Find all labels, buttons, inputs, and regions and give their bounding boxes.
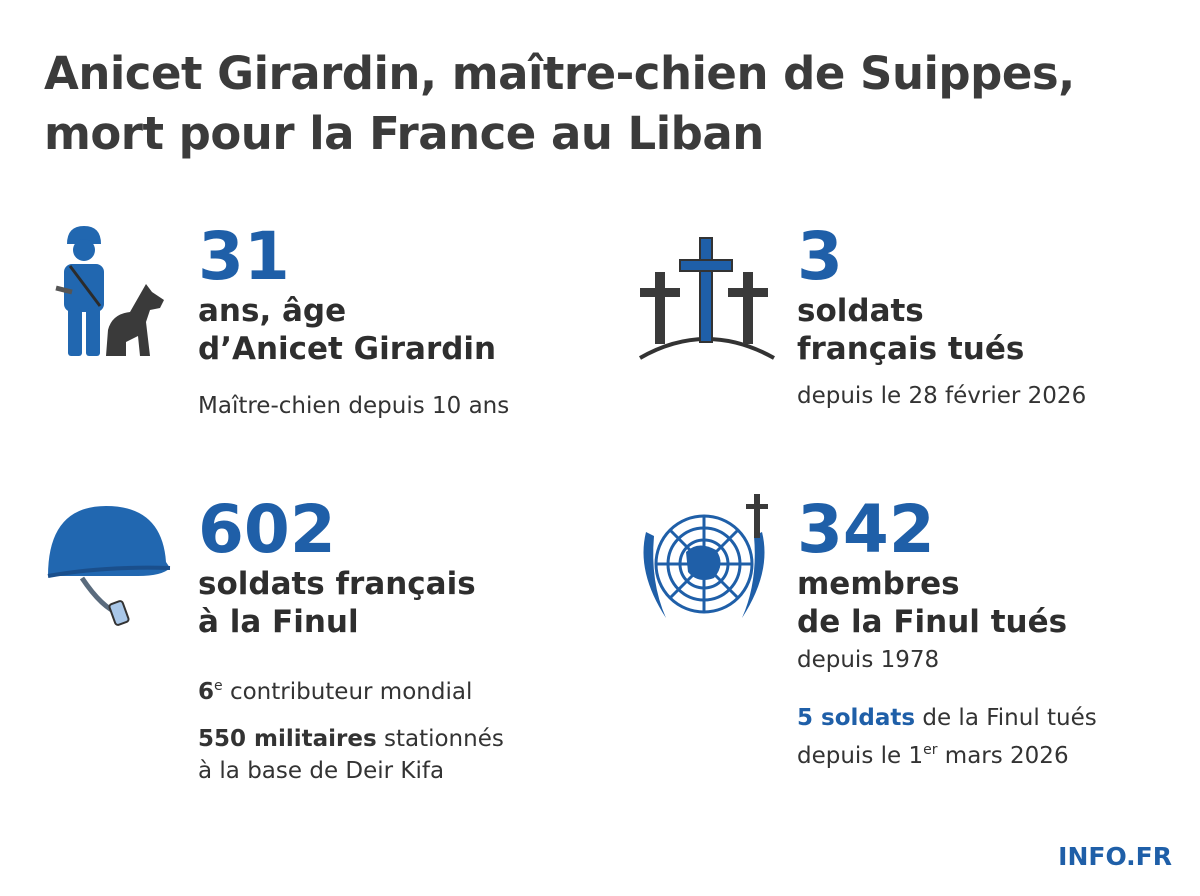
note-text: depuis le 1 bbox=[797, 743, 924, 769]
soldier-dog-icon bbox=[55, 226, 164, 356]
stat-block: 3 soldats français tués depuis le 28 févrie… bbox=[797, 222, 1086, 412]
note-text: stationnés bbox=[376, 726, 504, 752]
note-text: 550 militaires bbox=[198, 726, 377, 752]
note-text: de la Finul tués bbox=[915, 705, 1097, 731]
note-text: depuis 1978 bbox=[797, 647, 940, 673]
note-text: er bbox=[923, 742, 938, 758]
stat-label: d’Anicet Girardin bbox=[198, 331, 497, 367]
un-emblem-icon bbox=[643, 494, 768, 618]
crosses-icon bbox=[639, 237, 775, 360]
note-text: depuis le 28 février 2026 bbox=[797, 383, 1087, 409]
stat-label: français tués bbox=[797, 331, 1025, 367]
stat-block: 31 ans, âge d’Anicet Girardin Maître-chien … bbox=[198, 222, 509, 422]
stat-block: 602 soldats français à la Finul 6e contribu… bbox=[198, 495, 504, 787]
note-line: 6e contributeur mondial bbox=[198, 670, 504, 708]
stat-note: Maître-chien depuis 10 ans bbox=[198, 390, 509, 422]
note-text: e bbox=[214, 678, 223, 694]
stat-number: 31 bbox=[198, 218, 290, 295]
stat-label: à la Finul bbox=[198, 604, 359, 640]
stat-label: membres bbox=[797, 566, 960, 602]
title-line: mort pour la France au Liban bbox=[44, 107, 764, 160]
note-line: Maître-chien depuis 10 ans bbox=[198, 390, 509, 422]
stat-label: soldats français bbox=[198, 566, 476, 602]
note-line: depuis le 1er mars 2026 bbox=[797, 734, 1097, 772]
stat-label: ans, âge bbox=[198, 293, 347, 329]
note-line: à la base de Deir Kifa bbox=[198, 755, 504, 787]
note-text: Maître-chien depuis 10 ans bbox=[198, 393, 510, 419]
stat-label: soldats bbox=[797, 293, 924, 329]
stat-note: depuis le 28 février 2026 bbox=[797, 380, 1086, 412]
stat-number: 342 bbox=[797, 491, 935, 568]
stat-note: 550 militaires stationnés à la base de De… bbox=[198, 723, 504, 787]
stat-block: 342 membres de la Finul tués depuis 1978 5 s… bbox=[797, 495, 1097, 772]
stat-number: 602 bbox=[198, 491, 336, 568]
stat-note: 6e contributeur mondial bbox=[198, 670, 504, 708]
stat-note: 5 soldats de la Finul tués depuis le 1er … bbox=[797, 702, 1097, 772]
stat-note: depuis 1978 bbox=[797, 644, 1097, 676]
note-line: depuis 1978 bbox=[797, 644, 1097, 676]
note-text: mars 2026 bbox=[937, 743, 1069, 769]
note-text: contributeur mondial bbox=[222, 679, 473, 705]
note-text: à la base de Deir Kifa bbox=[198, 758, 445, 784]
note-line: depuis le 28 février 2026 bbox=[797, 380, 1086, 412]
stat-number: 3 bbox=[797, 218, 843, 295]
note-line: 550 militaires stationnés bbox=[198, 723, 504, 755]
note-line: 5 soldats de la Finul tués bbox=[797, 702, 1097, 734]
title-line: Anicet Girardin, maître-chien de Suippes… bbox=[44, 47, 1075, 100]
helmet-icon bbox=[47, 506, 171, 626]
stat-label: de la Finul tués bbox=[797, 604, 1068, 640]
source: INFO.FR bbox=[1058, 842, 1172, 871]
note-text: 6 bbox=[198, 679, 215, 705]
title: Anicet Girardin, maître-chien de Suippes… bbox=[44, 44, 1075, 164]
note-text: 5 soldats bbox=[797, 705, 916, 731]
